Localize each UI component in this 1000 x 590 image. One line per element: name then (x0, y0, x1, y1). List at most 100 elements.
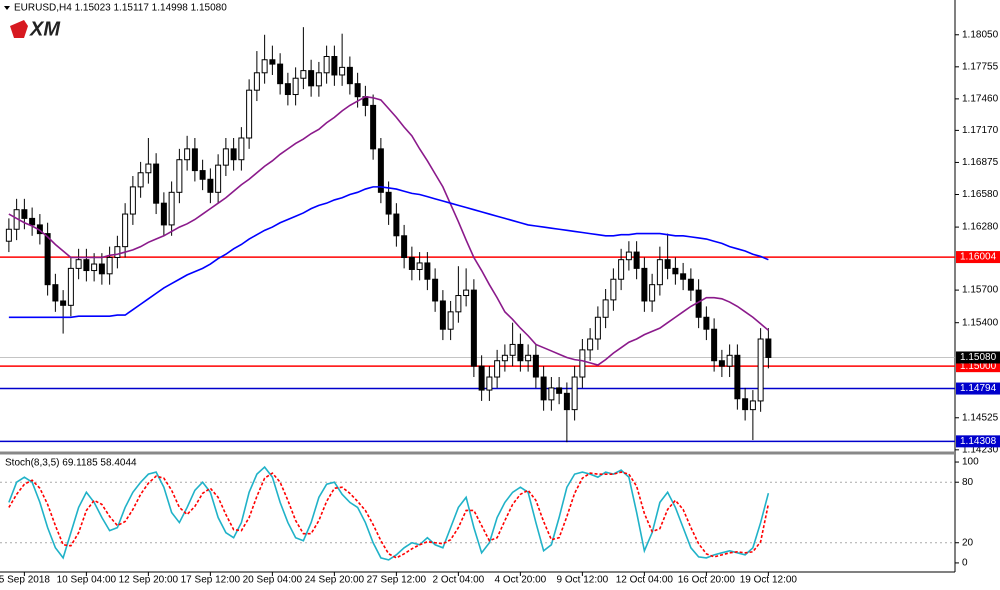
candle-body (292, 77, 299, 96)
candle-body (354, 83, 361, 98)
candle-body (749, 400, 756, 411)
candle-body (106, 257, 113, 275)
candle-body (393, 213, 400, 237)
candle-body (44, 233, 51, 286)
candle-body (718, 360, 725, 367)
y-tick-label: 1.17460 (962, 94, 999, 105)
candle-body (486, 376, 493, 391)
candle-body (75, 259, 82, 269)
candle-body (114, 246, 121, 259)
candle-body (191, 148, 198, 172)
candle-body (703, 316, 710, 330)
candle-body (137, 172, 144, 188)
candle-body (439, 300, 446, 330)
candle-body (532, 354, 539, 378)
x-tick-label: 2 Oct 04:00 (433, 575, 485, 586)
indicator-line (8, 186, 769, 319)
candle-body (579, 349, 586, 378)
level-label: 1.15000 (960, 361, 997, 372)
y-tick-label: 1.16580 (962, 189, 999, 200)
candle-body (129, 186, 136, 215)
candle-body (517, 343, 524, 362)
level-tag (956, 435, 1000, 448)
candle-body (83, 259, 90, 272)
candle-body (145, 163, 152, 174)
candle-body (509, 343, 516, 356)
x-tick-label: 17 Sep 12:00 (181, 575, 241, 586)
candle-body (672, 267, 679, 275)
candle-body (401, 235, 408, 259)
candle-body (370, 104, 377, 150)
candle-body (540, 376, 547, 401)
candle-body (60, 300, 67, 306)
candle-body (160, 202, 167, 226)
y-tick-label: 1.14230 (962, 444, 999, 455)
candle-body (602, 299, 609, 318)
candle-body (277, 63, 284, 85)
candle-body (222, 148, 229, 166)
candle-body (463, 289, 470, 297)
candle-body (416, 262, 423, 270)
y-tick-label: 1.16875 (962, 157, 999, 168)
candle-body (207, 178, 214, 193)
y-tick-label: 1.18050 (962, 29, 999, 40)
candle-body (385, 191, 392, 215)
candle-body (610, 278, 617, 301)
x-tick-label: 27 Sep 12:00 (367, 575, 427, 586)
candle-body (563, 392, 570, 411)
menu-triangle (4, 6, 10, 10)
candle-body (618, 259, 625, 280)
candle-body (594, 316, 601, 340)
candle-body (315, 72, 322, 87)
candle-body (501, 354, 508, 362)
candle-body (300, 70, 307, 79)
candle-body (199, 170, 206, 180)
candle-body (649, 284, 656, 302)
candle-body (91, 263, 98, 272)
candle-body (525, 354, 532, 362)
candle-body (261, 59, 268, 74)
candle-body (339, 66, 346, 76)
candle-body (687, 278, 694, 291)
candle-body (168, 191, 175, 226)
candle-body (98, 263, 105, 275)
candle-body (765, 338, 772, 358)
candle-body (478, 365, 485, 391)
x-tick-label: 24 Sep 20:00 (305, 575, 365, 586)
candle-body (346, 66, 353, 85)
candle-body (726, 354, 733, 367)
indicator-line (8, 471, 770, 559)
x-tick-label: 12 Sep 20:00 (119, 575, 179, 586)
candle-body (711, 328, 718, 362)
indicator-line (8, 465, 770, 561)
candle-body (184, 148, 191, 161)
x-tick-label: 5 Sep 2018 (0, 575, 50, 586)
candle-body (432, 278, 439, 302)
x-tick-label: 4 Oct 20:00 (495, 575, 547, 586)
candle-body (455, 295, 462, 313)
candle-body (67, 267, 74, 306)
candle-body (308, 70, 315, 87)
candle-body (757, 338, 764, 402)
candle-body (21, 209, 28, 219)
candle-body (625, 251, 632, 261)
x-tick-label: 10 Sep 04:00 (57, 575, 117, 586)
logo-mark (10, 20, 28, 38)
candle-body (176, 159, 183, 193)
current-price-tag (956, 351, 1000, 364)
candle-body (246, 89, 253, 139)
indicator-title: Stoch(8,3,5) 69.1185 58.4044 (5, 458, 137, 469)
candle-body (633, 251, 640, 269)
candle-body (331, 56, 338, 76)
level-label: 1.14794 (960, 383, 997, 394)
y-tick-label: 1.16280 (962, 222, 999, 233)
current-price-label: 1.15080 (960, 352, 997, 363)
candle-body (470, 289, 477, 367)
candle-body (153, 163, 160, 204)
candle-body (447, 311, 454, 330)
x-tick-label: 12 Oct 04:00 (616, 575, 674, 586)
candle-body (408, 257, 415, 270)
indicator-line (8, 95, 769, 366)
candle-body (556, 387, 563, 394)
